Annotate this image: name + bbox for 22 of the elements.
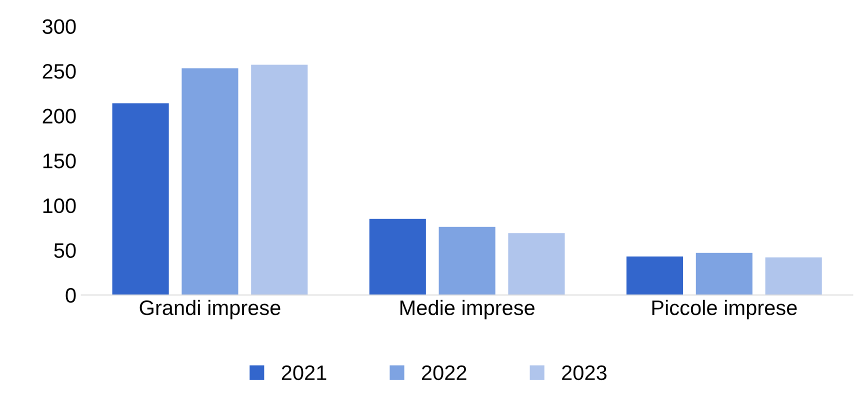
- x-tick-label: Piccole imprese: [652, 300, 797, 320]
- bar: [438, 226, 496, 295]
- legend-label: 2022: [422, 365, 466, 380]
- y-tick-label: 100: [43, 198, 76, 214]
- x-tick-label: Medie imprese: [400, 300, 534, 320]
- bar: [626, 256, 684, 295]
- bar: [112, 103, 169, 295]
- bar: [182, 68, 238, 295]
- x-tick-label: Grandi imprese: [140, 300, 280, 320]
- legend-label: 2021: [282, 365, 326, 380]
- bar: [251, 64, 308, 295]
- bar: [508, 233, 565, 295]
- bar: [765, 257, 822, 295]
- y-tick-label: 300: [42, 19, 76, 34]
- y-tick-label: 200: [42, 108, 76, 124]
- legend-label: 2023: [562, 365, 606, 380]
- y-tick-label: 0: [66, 288, 76, 303]
- bar: [369, 218, 426, 295]
- y-tick-label: 150: [43, 154, 76, 168]
- y-tick-label: 50: [54, 243, 76, 258]
- y-tick-label: 250: [42, 64, 76, 79]
- bar: [696, 252, 752, 295]
